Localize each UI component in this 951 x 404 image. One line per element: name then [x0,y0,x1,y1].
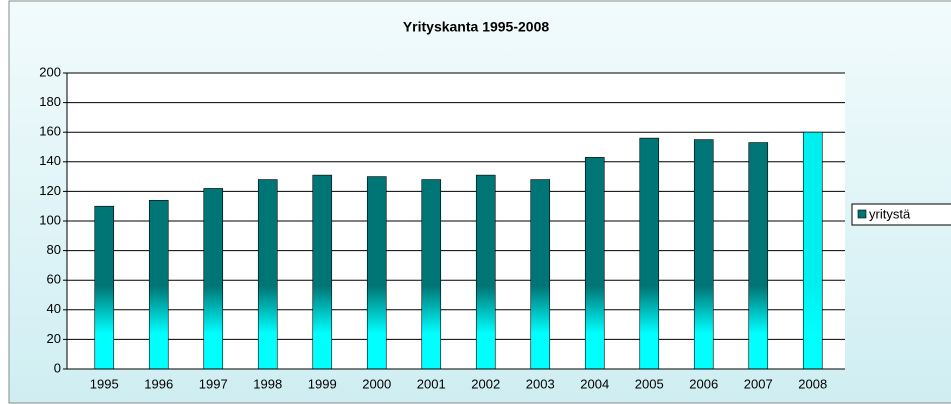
bar [257,179,278,370]
x-tick-label: 2007 [744,376,773,391]
bar [530,179,551,370]
x-tick-label: 2008 [798,376,827,391]
x-tick-label: 2001 [417,376,446,391]
bar [639,137,660,370]
y-tick-label: 100 [39,212,61,227]
y-tick-label: 60 [47,272,61,287]
x-tick-label: 2000 [362,376,391,391]
bar [366,176,387,370]
y-tick-label: 200 [39,64,61,79]
y-tick-label: 0 [54,360,61,375]
bar [312,174,333,370]
x-tick-label: 1998 [253,376,282,391]
y-tick-label: 40 [47,301,61,316]
y-tick-label: 160 [39,124,61,139]
bar [693,139,714,370]
legend-box [851,203,951,226]
y-tick-label: 180 [39,94,61,109]
y-tick-label: 80 [47,242,61,257]
y-tick-label: 20 [47,331,61,346]
x-tick-label: 1995 [90,376,119,391]
y-tick-label: 140 [39,153,61,168]
bar [584,157,605,370]
y-tick-label: 120 [39,183,61,198]
x-tick-label: 2004 [580,376,609,391]
x-tick-label: 2003 [526,376,555,391]
bar [475,174,496,370]
bar [421,179,442,370]
legend-label: yritystä [869,206,911,221]
x-tick-label: 1999 [308,376,337,391]
bar [203,188,224,370]
legend-swatch [857,209,867,219]
x-tick-label: 1997 [199,376,228,391]
x-tick-label: 1996 [144,376,173,391]
x-tick-label: 2002 [471,376,500,391]
bar [748,142,769,370]
bar [94,205,115,370]
bar [802,131,823,370]
bar [148,199,169,370]
x-tick-label: 2005 [635,376,664,391]
chart-title: Yrityskanta 1995-2008 [403,19,550,35]
x-tick-label: 2006 [689,376,718,391]
